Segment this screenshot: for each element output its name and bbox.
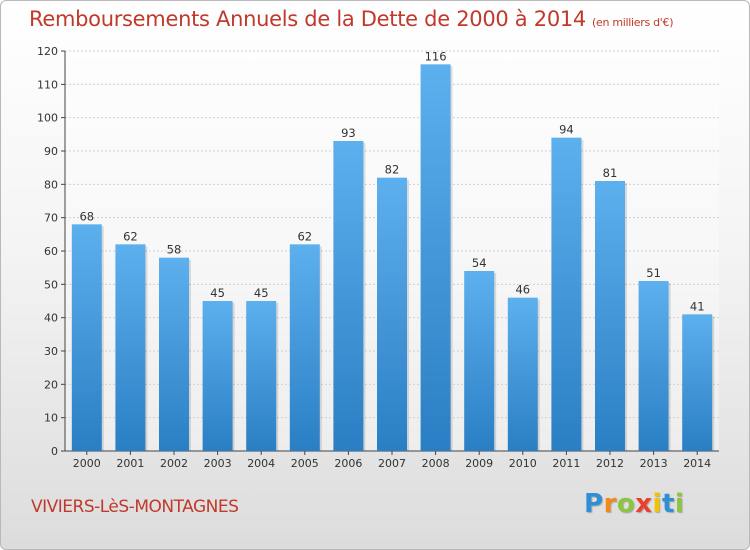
bar-2002: [159, 257, 189, 451]
data-label-2006: 93: [341, 126, 356, 140]
chart-title-text: Remboursements Annuels de la Dette de 20…: [29, 7, 586, 31]
bar-2014: [682, 314, 713, 451]
y-tick-label: 30: [44, 345, 58, 358]
x-tick-label-2001: 2001: [116, 457, 144, 470]
data-label-2004: 45: [254, 286, 269, 300]
data-label-2002: 58: [167, 243, 182, 257]
bar-2000: [71, 224, 102, 451]
logo-letter: o: [616, 489, 636, 519]
labels: 0 10 20 30 40 50 60 70 80 90 100 110 120 68 2000 62 2001…: [37, 45, 711, 470]
bar-2008: [420, 64, 451, 452]
y-tick-label: 110: [37, 78, 58, 91]
commune-name: VIVIERS-LèS-MONTAGNES: [31, 497, 239, 517]
y-tick-label: 60: [44, 245, 58, 258]
data-label-2014: 41: [690, 299, 705, 313]
x-tick-label-2003: 2003: [204, 457, 232, 470]
data-label-2013: 51: [646, 266, 661, 280]
data-label-2003: 45: [210, 286, 225, 300]
data-label-2008: 116: [425, 49, 447, 63]
bar-2012: [595, 181, 625, 451]
bar-2010: [507, 297, 538, 451]
y-tick-label: 50: [44, 278, 58, 291]
x-tick-label-2009: 2009: [465, 457, 493, 470]
bar-2011: [551, 137, 582, 451]
y-tick-label: 40: [44, 312, 58, 325]
bar-2001: [115, 244, 146, 451]
bars: [71, 64, 715, 452]
y-tick-label: 70: [44, 212, 58, 225]
logo-letter: i: [674, 489, 685, 519]
data-label-2011: 94: [559, 123, 574, 137]
x-tick-label-2002: 2002: [160, 457, 188, 470]
logo-letter: i: [652, 489, 662, 519]
data-label-2005: 62: [297, 229, 312, 243]
logo-letter: r: [603, 489, 617, 519]
y-tick-label: 10: [44, 412, 58, 425]
x-tick-label-2014: 2014: [683, 457, 711, 470]
y-tick-label: 0: [51, 445, 58, 458]
x-tick-label-2006: 2006: [334, 457, 362, 470]
x-tick-label-2012: 2012: [596, 457, 624, 470]
chart-subtitle: (en milliers d'€): [592, 16, 674, 29]
bar-2007: [377, 177, 407, 451]
data-label-2010: 46: [515, 283, 530, 297]
x-tick-label-2007: 2007: [378, 457, 406, 470]
logo-letter: x: [635, 489, 653, 519]
data-label-2007: 82: [385, 163, 400, 177]
data-label-2001: 62: [123, 229, 138, 243]
bar-2005: [289, 244, 320, 451]
bar-2006: [333, 141, 364, 451]
y-tick-label: 120: [37, 45, 58, 58]
x-tick-label-2010: 2010: [509, 457, 537, 470]
proxiti-logo[interactable]: Proxiti: [584, 489, 684, 519]
x-tick-label-2005: 2005: [291, 457, 319, 470]
logo-letter: t: [661, 489, 675, 519]
bar-2004: [246, 301, 277, 451]
y-tick-label: 20: [44, 378, 58, 391]
data-label-2009: 54: [472, 256, 487, 270]
y-tick-label: 100: [37, 112, 58, 125]
x-tick-label-2008: 2008: [422, 457, 450, 470]
bar-2003: [202, 301, 233, 451]
data-label-2012: 81: [603, 166, 618, 180]
logo-letter: P: [584, 489, 604, 519]
x-tick-label-2011: 2011: [552, 457, 580, 470]
data-label-2000: 68: [79, 209, 94, 223]
chart-title: Remboursements Annuels de la Dette de 20…: [29, 7, 673, 31]
bar-2009: [464, 271, 495, 451]
x-tick-label-2000: 2000: [73, 457, 101, 470]
y-tick-label: 90: [44, 145, 58, 158]
x-tick-label-2013: 2013: [640, 457, 668, 470]
y-tick-label: 80: [44, 178, 58, 191]
x-tick-label-2004: 2004: [247, 457, 275, 470]
bar-2013: [638, 281, 669, 451]
